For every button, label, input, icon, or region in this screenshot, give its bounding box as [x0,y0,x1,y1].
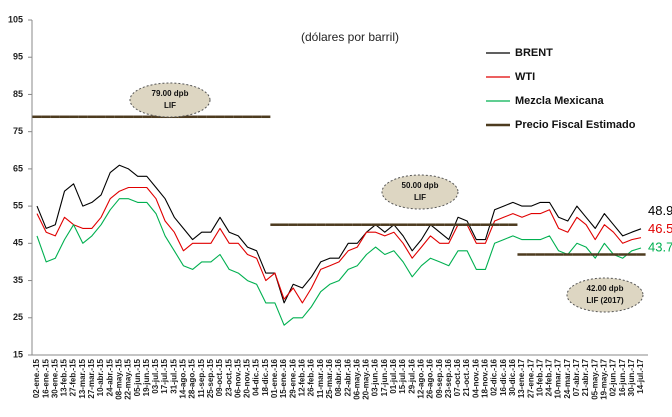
x-tick-label: 15-jul.-16 [398,358,407,393]
end-label: 46.54 [648,221,672,236]
x-tick-label: 11-sep.-15 [197,358,206,397]
x-tick-label: 27-ene.-17 [526,358,535,398]
x-tick-label: 03-jul.-15 [151,358,160,393]
x-tick-label: 09-sep.-16 [435,358,444,398]
x-tick-label: 27-mar.-15 [87,358,96,398]
chart-subtitle: (dólares por barril) [301,30,399,44]
x-tick-label: 06-nov.-15 [233,358,242,398]
y-tick-label: 105 [8,14,23,24]
x-tick-label: 20-nov.-15 [243,358,252,398]
x-tick-label: 06-may.-16 [352,358,361,399]
x-tick-label: 11-mar.-16 [316,358,325,398]
x-tick-label: 20-may.-16 [362,358,371,399]
y-tick-label: 15 [13,349,23,359]
x-tick-label: 08-may.-15 [114,358,123,399]
end-label: 43.74 [648,239,672,254]
annotation-text: 79.00 dpb [152,89,189,98]
x-tick-label: 12-feb.-16 [298,358,307,396]
x-tick-label: 18-dic.-15 [261,358,270,395]
x-tick-label: 25-sep.-15 [206,358,215,398]
y-tick-label: 35 [13,275,23,285]
x-tick-label: 04-dic.-15 [252,358,261,395]
x-tick-label: 01-ene.-16 [270,358,279,398]
x-tick-label: 03-jun.-16 [371,358,380,396]
x-tick-label: 29-ene.-16 [288,358,297,398]
x-tick-label: 14-ago.-15 [179,358,188,398]
x-tick-label: 18-nov.-16 [481,358,490,398]
x-tick-label: 25-mar.-16 [325,358,334,398]
x-tick-label: 10-feb.-17 [535,358,544,396]
x-tick-label: 10-mar.-17 [554,358,563,398]
annotation-text: LIF [164,101,176,110]
x-tick-label: 24-feb.-17 [545,358,554,396]
x-tick-label: 26-ago.-16 [426,358,435,398]
y-tick-label: 65 [13,163,23,173]
x-tick-label: 30-ene.-15 [50,358,59,398]
x-tick-label: 12-ago.-16 [416,358,425,398]
annotation-text: 50.00 dpb [402,181,439,190]
x-tick-label: 07-abr.-17 [572,358,581,396]
legend-label: BRENT [515,47,553,59]
x-tick-label: 05-may.-17 [590,358,599,399]
x-tick-label: 23-oct.-15 [224,358,233,396]
x-tick-label: 24-abr.-15 [105,358,114,396]
x-tick-label: 19-may.-17 [600,358,609,399]
x-tick-label: 16-jun.-17 [618,358,627,396]
series-line [36,198,642,326]
annotation-bubble [129,82,211,118]
x-tick-label: 30-dic.-16 [508,358,517,395]
x-tick-label: 13-feb.-15 [60,358,69,396]
x-tick-label: 29-jul.-16 [407,358,416,393]
x-tick-label: 16-ene.-15 [41,358,50,398]
x-tick-label: 31-jul.-15 [169,358,178,393]
x-tick-label: 21-abr.-17 [581,358,590,396]
y-tick-label: 25 [13,312,23,322]
y-tick-label: 95 [13,52,23,62]
x-tick-label: 02-jun.-17 [609,358,618,396]
x-tick-label: 13-mar.-15 [78,358,87,398]
x-tick-label: 17-jul.-15 [160,358,169,393]
x-tick-label: 15-ene.-16 [279,358,288,398]
x-tick-label: 19-jun.-15 [142,358,151,396]
x-tick-label: 16-dic.-16 [499,358,508,395]
x-tick-label: 22-may.-15 [124,358,133,399]
x-tick-label: 17-jun.-16 [380,358,389,396]
x-tick-label: 22-abr.-16 [343,358,352,396]
x-tick-label: 01-jul.-16 [389,358,398,393]
legend-label: Mezcla Mexicana [515,95,605,107]
x-tick-label: 14-jul.-17 [636,358,645,393]
y-tick-label: 85 [13,89,23,99]
x-tick-label: 02-dic.-16 [490,358,499,395]
annotation-text: 42.00 dpb [587,284,624,293]
x-tick-label: 08-abr.-16 [334,358,343,396]
y-tick-label: 55 [13,200,23,210]
x-tick-label: 24-mar.-17 [563,358,572,398]
x-tick-label: 30-jun.-17 [627,358,636,396]
series-line [36,164,642,304]
x-tick-label: 02-ene.-15 [32,358,41,398]
annotation-text: LIF (2017) [586,296,624,305]
legend-label: Precio Fiscal Estimado [515,119,636,131]
x-tick-label: 28-ago.-15 [188,358,197,398]
y-tick-label: 75 [13,126,23,136]
x-tick-label: 10-abr.-15 [96,358,105,396]
x-tick-label: 05-jun.-15 [133,358,142,396]
x-tick-label: 26-feb.-16 [307,358,316,396]
x-tick-label: 27-feb.-15 [69,358,78,396]
series-line [36,186,642,304]
annotation-text: LIF [414,193,426,202]
annotation-bubble [381,174,459,210]
x-tick-label: 04-nov.-16 [471,358,480,398]
x-tick-label: 23-sep.-16 [444,358,453,398]
x-tick-label: 21-oct.-16 [462,358,471,396]
y-tick-label: 45 [13,238,23,248]
legend-label: WTI [515,71,535,83]
x-tick-label: 13-ene.-17 [517,358,526,398]
end-label: 48.91 [648,203,672,218]
x-tick-label: 07-oct.-16 [453,358,462,396]
annotation-bubble [566,277,644,313]
x-tick-label: 09-oct.-15 [215,358,224,396]
